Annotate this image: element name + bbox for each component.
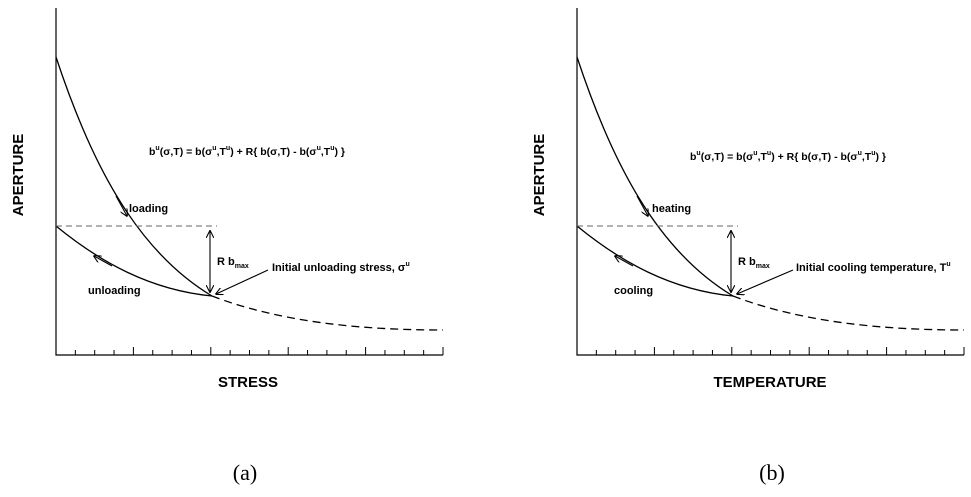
panel-a-initial-pointer [216, 269, 269, 294]
panel-a-formula: bu(σ,T) = b(σu,Tu) + R{ b(σ,T) - b(σu,Tu… [149, 145, 345, 158]
panel-b-cooling-label: cooling [614, 285, 653, 297]
panel-a-unloading-arrow [94, 256, 113, 267]
panel-b-heating-curve [576, 56, 734, 297]
panel-a-x-ticks [74, 347, 444, 355]
panel-b-x-ticks [595, 347, 965, 355]
panel-b-heating-label: heating [652, 203, 691, 215]
panel-b: APERTURE TEMPERATURE bu(σ,T) = b(σu,Tu) … [531, 8, 965, 485]
panel-a-loading-curve [55, 56, 213, 297]
panel-a-rbmax-label: R bmax [217, 256, 249, 270]
panel-a-dashed-continuation [211, 295, 444, 331]
panel-a-y-axis-title: APERTURE [10, 134, 27, 217]
panel-a-axes [55, 8, 443, 356]
panel-b-initial-label: Initial cooling temperature, Tu [796, 261, 951, 274]
panel-b-formula: bu(σ,T) = b(σu,Tu) + R{ b(σ,T) - b(σu,Tu… [690, 150, 886, 163]
panel-b-heating-arrow [636, 195, 648, 216]
panel-a-unloading-curve [55, 225, 213, 297]
panel-b-rbmax-label: R bmax [738, 256, 770, 270]
panel-b-x-axis-title: TEMPERATURE [713, 374, 826, 391]
panel-a-unloading-label: unloading [88, 285, 141, 297]
panel-b-cooling-curve [576, 225, 734, 297]
panel-b-y-axis-title: APERTURE [531, 134, 548, 217]
panel-b-caption: (b) [759, 460, 785, 485]
panel-a-initial-label: Initial unloading stress, σu [272, 261, 410, 274]
panel-b-initial-pointer [737, 269, 794, 294]
panel-a-loading-arrow [115, 195, 127, 216]
panel-a-caption: (a) [233, 460, 257, 485]
panel-b-cooling-arrow [615, 256, 634, 267]
panel-b-dashed-continuation [732, 295, 965, 331]
panel-b-axes [576, 8, 964, 356]
panel-a-loading-label: loading [129, 203, 168, 215]
panel-a: APERTURE STRESS bu(σ,T) = b(σu,Tu) + R{ … [10, 8, 444, 485]
panel-a-x-axis-title: STRESS [218, 374, 278, 391]
